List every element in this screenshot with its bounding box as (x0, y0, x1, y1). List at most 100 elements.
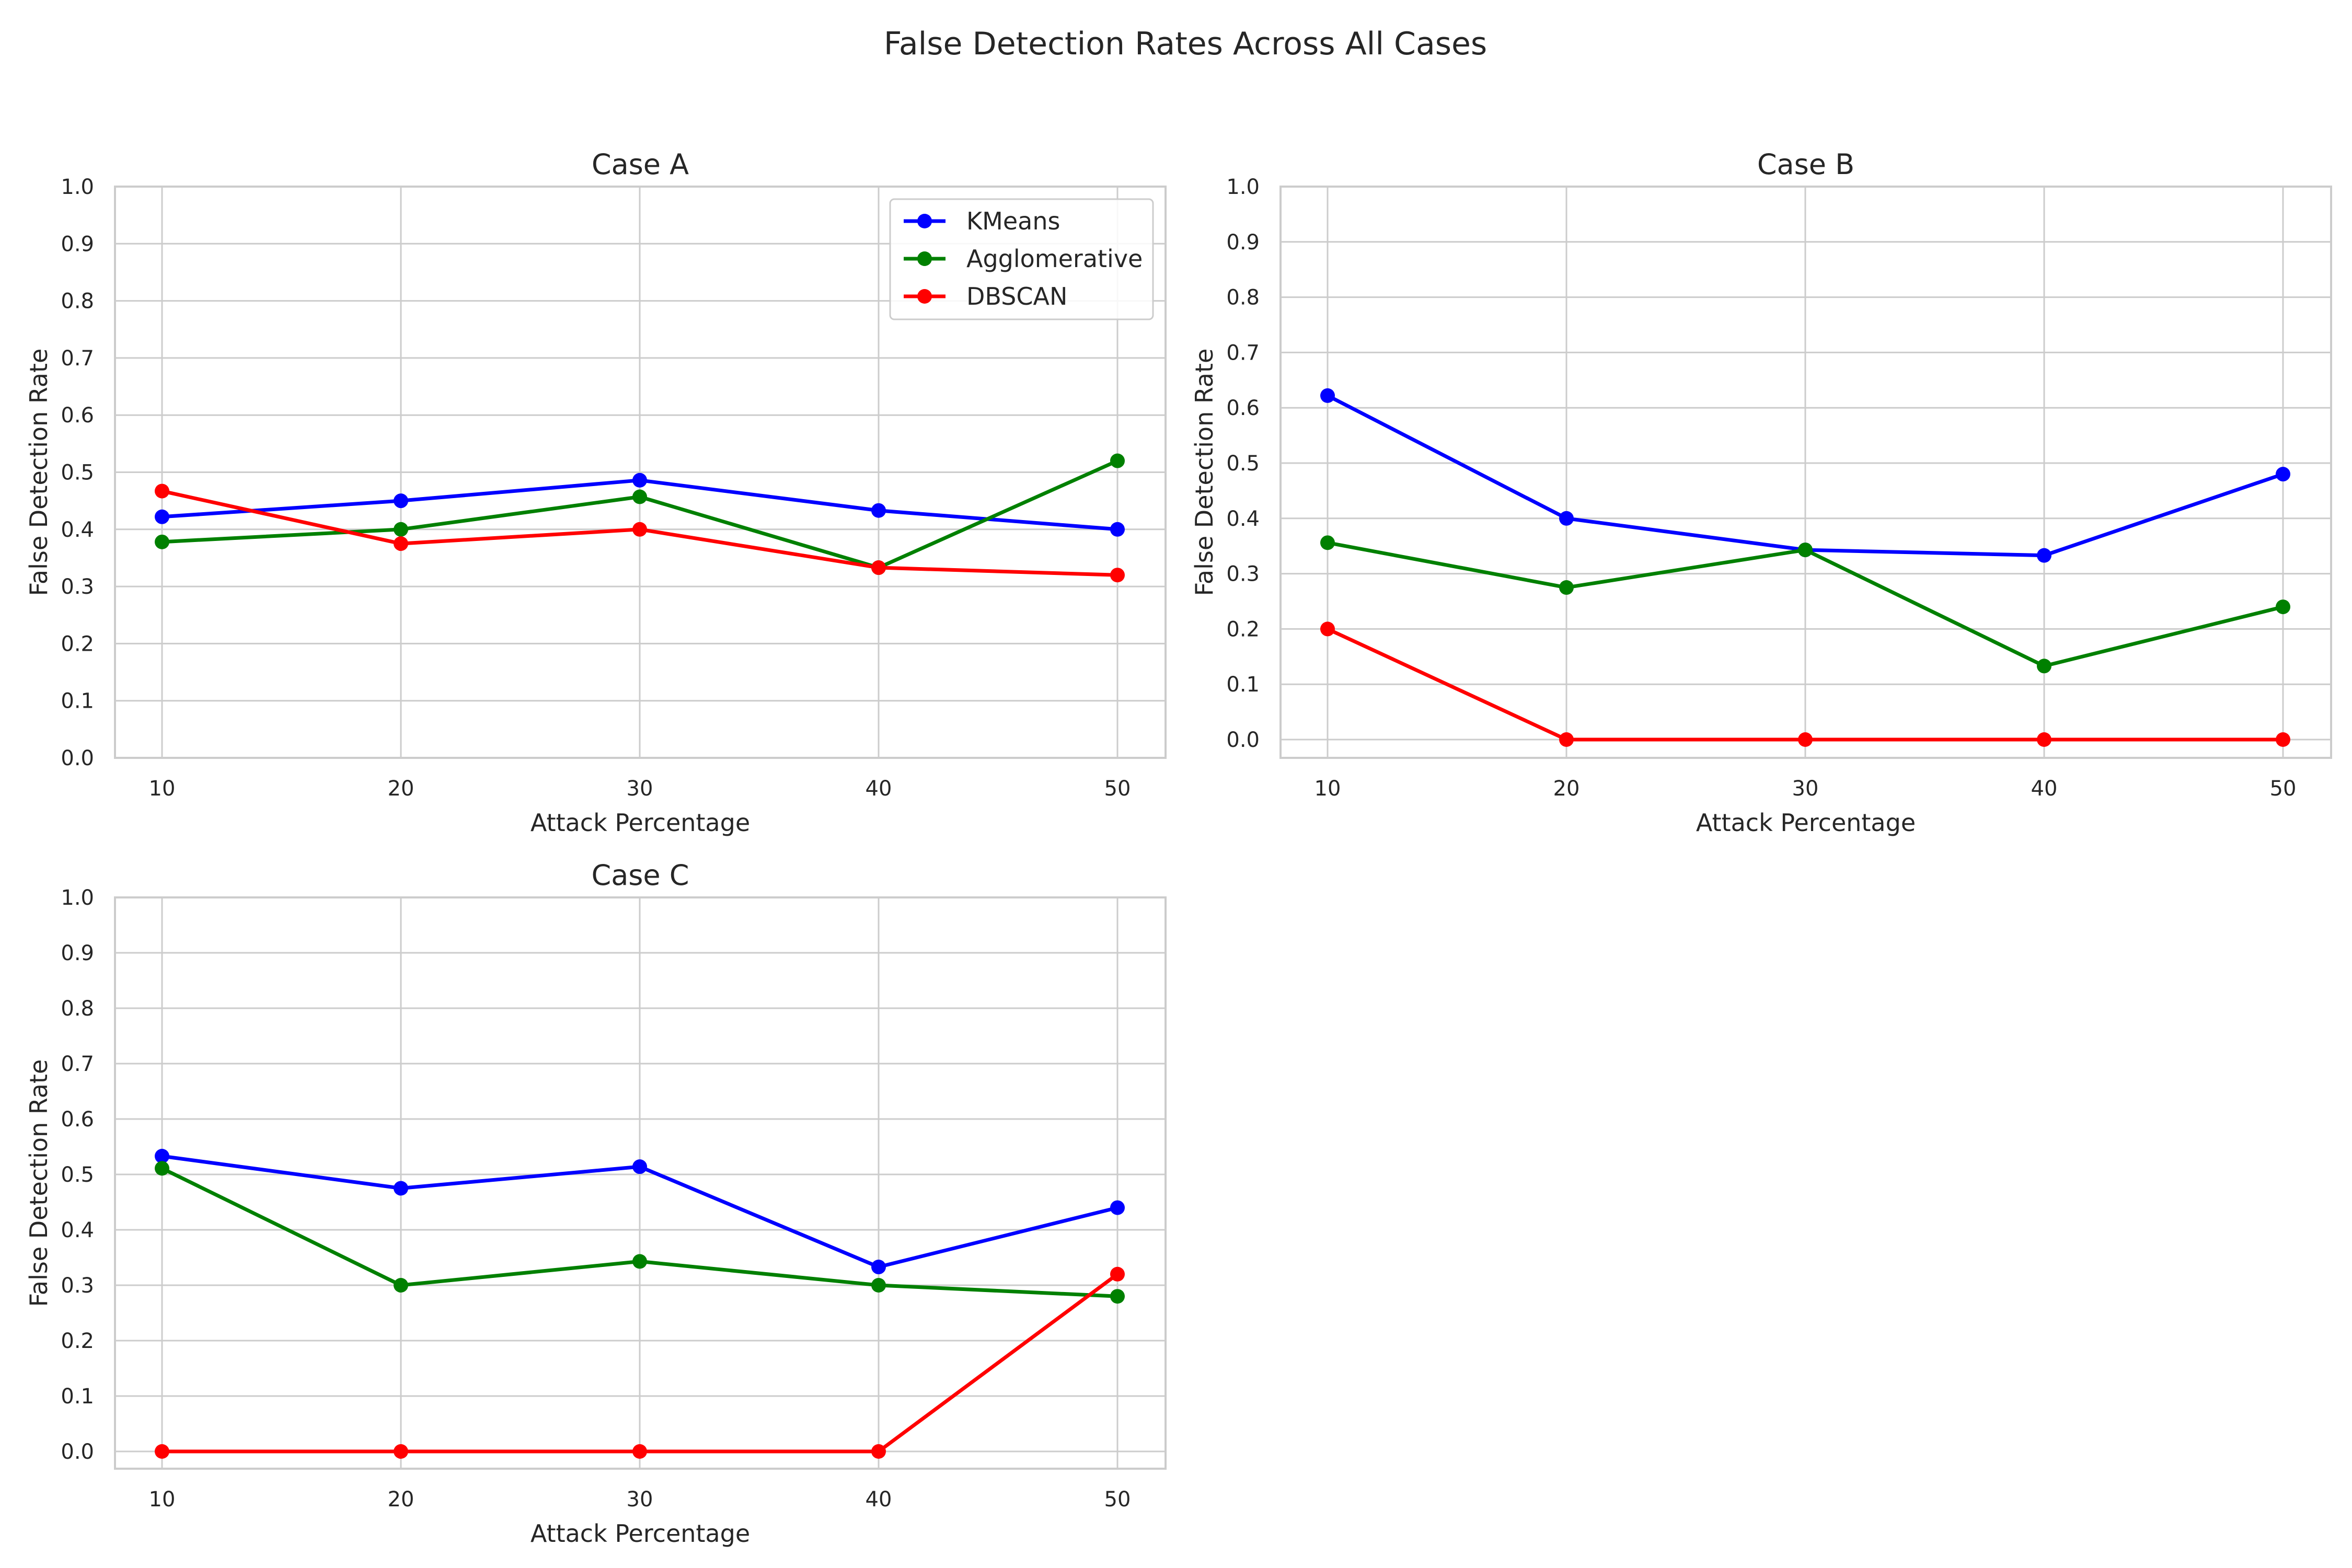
x-tick-label: 40 (2031, 777, 2058, 801)
data-point-dbscan (871, 1444, 886, 1459)
y-tick-label: 0.4 (1226, 507, 1260, 531)
y-tick-label: 0.9 (61, 941, 94, 965)
x-tick-label: 10 (149, 1488, 176, 1512)
y-tick-label: 0.9 (1226, 230, 1260, 255)
y-tick-label: 0.7 (61, 347, 94, 371)
y-tick-label: 0.1 (61, 1385, 94, 1409)
data-point-dbscan (1110, 568, 1125, 583)
x-tick-label: 30 (1792, 777, 1819, 801)
y-tick-label: 0.0 (61, 1440, 94, 1464)
data-point-agglomerative (632, 489, 647, 504)
y-tick-label: 0.2 (1226, 617, 1260, 641)
y-axis-label: False Detection Rate (25, 349, 53, 596)
data-point-agglomerative (1798, 543, 1813, 558)
data-point-dbscan (394, 1444, 408, 1459)
y-tick-label: 0.0 (1226, 728, 1260, 752)
x-tick-label: 50 (1104, 777, 1131, 801)
data-point-kmeans (871, 1260, 886, 1275)
data-point-kmeans (2276, 467, 2290, 482)
axes-frame (114, 186, 1167, 759)
y-tick-label: 0.4 (61, 518, 94, 542)
data-point-dbscan (1559, 732, 1574, 747)
data-point-kmeans (871, 503, 886, 518)
y-tick-label: 0.8 (61, 290, 94, 314)
y-tick-label: 0.2 (61, 632, 94, 656)
data-point-agglomerative (394, 1278, 408, 1293)
y-tick-label: 0.0 (61, 746, 94, 770)
y-tick-label: 0.7 (1226, 341, 1260, 365)
y-tick-label: 0.5 (61, 1163, 94, 1187)
data-point-kmeans (155, 1149, 169, 1164)
x-axis-label: Attack Percentage (1696, 809, 1916, 837)
x-tick-label: 20 (1553, 777, 1580, 801)
y-tick-label: 0.6 (61, 403, 94, 428)
data-point-dbscan (871, 560, 886, 575)
data-point-dbscan (2276, 732, 2290, 747)
data-point-kmeans (1110, 1200, 1125, 1215)
y-tick-label: 0.5 (61, 461, 94, 485)
data-point-agglomerative (155, 1161, 169, 1176)
data-point-dbscan (1110, 1266, 1125, 1282)
x-tick-label: 40 (866, 777, 892, 801)
data-point-kmeans (394, 493, 408, 509)
y-tick-label: 0.6 (1226, 396, 1260, 420)
data-point-agglomerative (1320, 535, 1335, 550)
data-point-dbscan (1798, 732, 1813, 747)
x-tick-label: 40 (866, 1488, 892, 1512)
y-tick-label: 0.4 (61, 1218, 94, 1242)
legend-label: Agglomerative (966, 245, 1143, 273)
y-tick-label: 0.1 (61, 689, 94, 713)
y-tick-label: 0.3 (61, 575, 94, 599)
y-tick-label: 1.0 (1226, 175, 1260, 199)
y-tick-label: 0.1 (1226, 673, 1260, 697)
data-point-kmeans (632, 1159, 647, 1174)
data-point-kmeans (1320, 388, 1335, 403)
x-tick-label: 20 (388, 777, 414, 801)
data-point-dbscan (2037, 732, 2051, 747)
data-point-kmeans (1559, 511, 1574, 526)
axes-frame (114, 896, 1167, 1470)
data-point-kmeans (632, 472, 647, 488)
data-point-kmeans (394, 1181, 408, 1196)
subplot-title: Case C (591, 859, 689, 892)
y-tick-label: 1.0 (61, 886, 94, 910)
data-point-dbscan (632, 1444, 647, 1459)
y-tick-label: 0.2 (61, 1329, 94, 1353)
legend-box (889, 198, 1154, 320)
data-point-agglomerative (1110, 1289, 1125, 1304)
x-tick-label: 50 (2270, 777, 2297, 801)
figure-title: False Detection Rates Across All Cases (884, 26, 1487, 62)
x-tick-label: 30 (627, 1488, 653, 1512)
subplot-title: Case A (592, 148, 689, 181)
data-point-kmeans (155, 509, 169, 524)
x-tick-label: 10 (149, 777, 176, 801)
data-point-kmeans (1110, 522, 1125, 537)
y-tick-label: 0.9 (61, 232, 94, 256)
y-axis-label: False Detection Rate (25, 1059, 53, 1307)
axes-frame (1279, 186, 2332, 759)
y-axis-label: False Detection Rate (1190, 349, 1218, 596)
x-tick-label: 30 (627, 777, 653, 801)
data-point-dbscan (155, 1444, 169, 1459)
x-tick-label: 20 (388, 1488, 414, 1512)
x-tick-label: 10 (1315, 777, 1341, 801)
x-axis-label: Attack Percentage (531, 809, 750, 837)
y-tick-label: 0.3 (61, 1274, 94, 1298)
x-tick-label: 50 (1104, 1488, 1131, 1512)
x-axis-label: Attack Percentage (531, 1519, 750, 1548)
y-tick-label: 0.7 (61, 1052, 94, 1076)
data-point-kmeans (2037, 548, 2051, 563)
legend-label: KMeans (966, 207, 1060, 235)
y-tick-label: 1.0 (61, 175, 94, 199)
legend-label: DBSCAN (966, 282, 1067, 310)
data-point-agglomerative (155, 534, 169, 549)
legend: KMeans Agglomerative DBSCAN (889, 198, 1154, 320)
data-point-dbscan (394, 536, 408, 551)
legend-marker (917, 251, 932, 266)
data-point-agglomerative (871, 1278, 886, 1293)
data-point-agglomerative (632, 1254, 647, 1269)
data-point-agglomerative (1110, 453, 1125, 468)
data-point-dbscan (155, 483, 169, 499)
chart-panel-case-b: 0.0 0.1 0.2 0.3 0.4 0.5 0.6 0.7 0.8 0.9 1.0 10 20 30 4… (1190, 148, 2332, 837)
y-tick-label: 0.3 (1226, 562, 1260, 586)
